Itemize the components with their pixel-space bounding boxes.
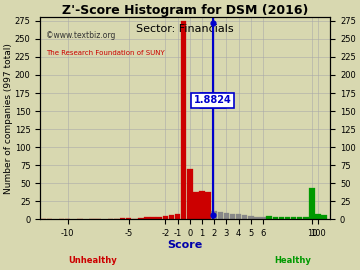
Bar xyxy=(187,169,193,220)
Bar xyxy=(163,216,168,220)
Bar xyxy=(120,218,125,220)
Bar xyxy=(59,219,64,220)
Bar xyxy=(132,219,138,220)
Bar xyxy=(291,217,296,220)
Bar xyxy=(315,214,321,220)
Bar xyxy=(285,217,290,220)
Bar xyxy=(266,216,272,220)
Text: Sector: Financials: Sector: Financials xyxy=(136,24,234,34)
Bar xyxy=(309,188,315,220)
X-axis label: Score: Score xyxy=(167,239,203,249)
Bar xyxy=(205,192,211,220)
Bar xyxy=(303,217,309,220)
Bar xyxy=(114,219,119,220)
Bar xyxy=(65,219,71,220)
Bar xyxy=(108,219,113,220)
Bar xyxy=(273,217,278,220)
Bar xyxy=(157,217,162,220)
Bar xyxy=(193,192,199,220)
Bar xyxy=(40,219,46,220)
Text: The Research Foundation of SUNY: The Research Foundation of SUNY xyxy=(46,49,165,56)
Bar xyxy=(248,216,253,220)
Bar xyxy=(217,212,223,220)
Bar xyxy=(95,219,101,220)
Bar xyxy=(77,219,82,220)
Bar xyxy=(242,215,247,220)
Bar xyxy=(254,217,260,220)
Y-axis label: Number of companies (997 total): Number of companies (997 total) xyxy=(4,43,13,194)
Bar xyxy=(138,218,144,220)
Bar xyxy=(150,217,156,220)
Text: Unhealthy: Unhealthy xyxy=(68,256,117,265)
Title: Z'-Score Histogram for DSM (2016): Z'-Score Histogram for DSM (2016) xyxy=(62,4,309,17)
Text: ©www.textbiz.org: ©www.textbiz.org xyxy=(46,31,115,40)
Bar xyxy=(236,214,241,220)
Bar xyxy=(126,218,131,220)
Bar xyxy=(175,214,180,220)
Bar xyxy=(297,217,302,220)
Text: Healthy: Healthy xyxy=(274,256,311,265)
Bar xyxy=(169,215,174,220)
Bar xyxy=(46,219,52,220)
Bar xyxy=(181,21,186,220)
Bar xyxy=(260,217,266,220)
Bar xyxy=(89,219,95,220)
Bar xyxy=(279,217,284,220)
Text: 1.8824: 1.8824 xyxy=(194,95,231,105)
Bar xyxy=(144,217,150,220)
Bar xyxy=(230,214,235,220)
Bar xyxy=(211,211,217,220)
Bar xyxy=(199,191,205,220)
Bar xyxy=(224,213,229,220)
Bar xyxy=(321,215,327,220)
